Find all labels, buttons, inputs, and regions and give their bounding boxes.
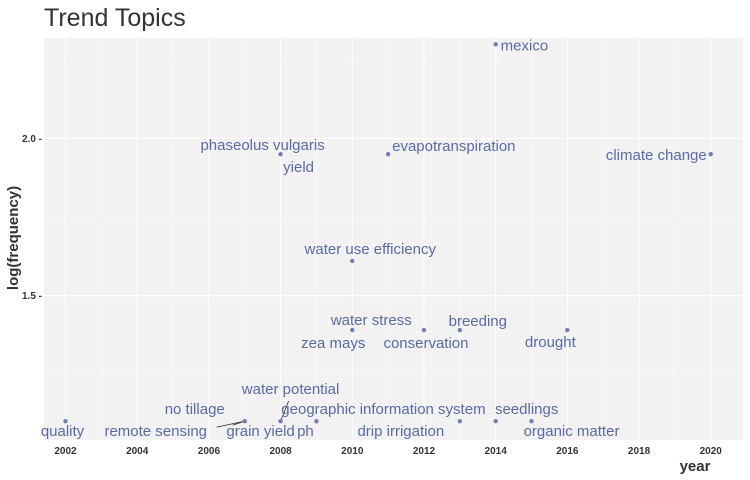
plot-panel xyxy=(44,38,743,440)
x-tick-label: 2008 xyxy=(269,446,292,457)
data-point xyxy=(457,418,463,424)
chart-title: Trend Topics xyxy=(44,4,186,32)
point-label: seedlings xyxy=(495,401,558,418)
x-tick-label: 2018 xyxy=(628,446,651,457)
data-point xyxy=(314,418,319,424)
point-label: mexico xyxy=(501,37,549,54)
point-label: organic matter xyxy=(524,423,620,440)
x-axis-title: year xyxy=(680,458,711,475)
x-axis: 2002 2004 2006 2008 2010 2012 2014 2016 2018 2020 xyxy=(54,446,722,457)
point-label: remote sensing xyxy=(104,423,207,440)
data-point xyxy=(565,327,570,333)
point-label: phaseolus vulgaris xyxy=(200,137,324,154)
data-point xyxy=(421,327,427,333)
point-label: water use efficiency xyxy=(304,241,437,258)
label-connector xyxy=(280,401,289,422)
data-point xyxy=(529,418,534,424)
point-label: ph xyxy=(297,423,314,440)
point-label: conservation xyxy=(383,335,468,352)
point-label: grain yield xyxy=(226,423,294,440)
point-label: breeding xyxy=(449,313,507,330)
data-point xyxy=(385,152,391,157)
point-label: zea mays xyxy=(301,335,365,352)
data-point xyxy=(350,258,355,264)
y-tick-label: 2.0 - xyxy=(22,134,42,145)
data-point xyxy=(493,42,498,47)
data-point xyxy=(242,418,247,424)
x-tick-label: 2002 xyxy=(54,446,77,457)
point-label: drip irrigation xyxy=(357,423,444,440)
y-tick-label: 1.5 - xyxy=(22,291,42,302)
x-tick-label: 2014 xyxy=(485,446,508,457)
point-label: yield xyxy=(283,159,314,176)
y-axis: 1.5 - 2.0 - xyxy=(22,134,42,302)
x-tick-label: 2010 xyxy=(341,446,364,457)
point-label: evapotranspiration xyxy=(392,138,515,155)
point-labels: mexico phaseolus vulgaris yield evapotransp… xyxy=(41,37,707,440)
x-tick-label: 2012 xyxy=(413,446,436,457)
point-label: water potential xyxy=(241,381,340,398)
x-tick-label: 2006 xyxy=(198,446,221,457)
data-point xyxy=(278,152,283,157)
data-point xyxy=(457,327,463,333)
x-tick-label: 2016 xyxy=(556,446,579,457)
point-label: drought xyxy=(525,334,577,351)
data-point xyxy=(278,418,283,424)
y-axis-title: log(frequency) xyxy=(5,186,22,290)
label-connector xyxy=(216,420,245,428)
x-tick-label: 2004 xyxy=(126,446,149,457)
point-label: water stress xyxy=(330,312,412,329)
data-point xyxy=(493,418,498,424)
point-label: no tillage xyxy=(165,401,225,418)
data-point xyxy=(350,327,355,333)
data-points xyxy=(63,42,713,424)
point-label: geographic information system xyxy=(281,401,485,418)
point-label: climate change xyxy=(606,147,707,164)
x-tick-label: 2020 xyxy=(700,446,723,457)
point-label: quality xyxy=(41,423,85,440)
data-point xyxy=(63,418,68,424)
grid-lines xyxy=(44,38,743,440)
data-point xyxy=(708,152,713,157)
